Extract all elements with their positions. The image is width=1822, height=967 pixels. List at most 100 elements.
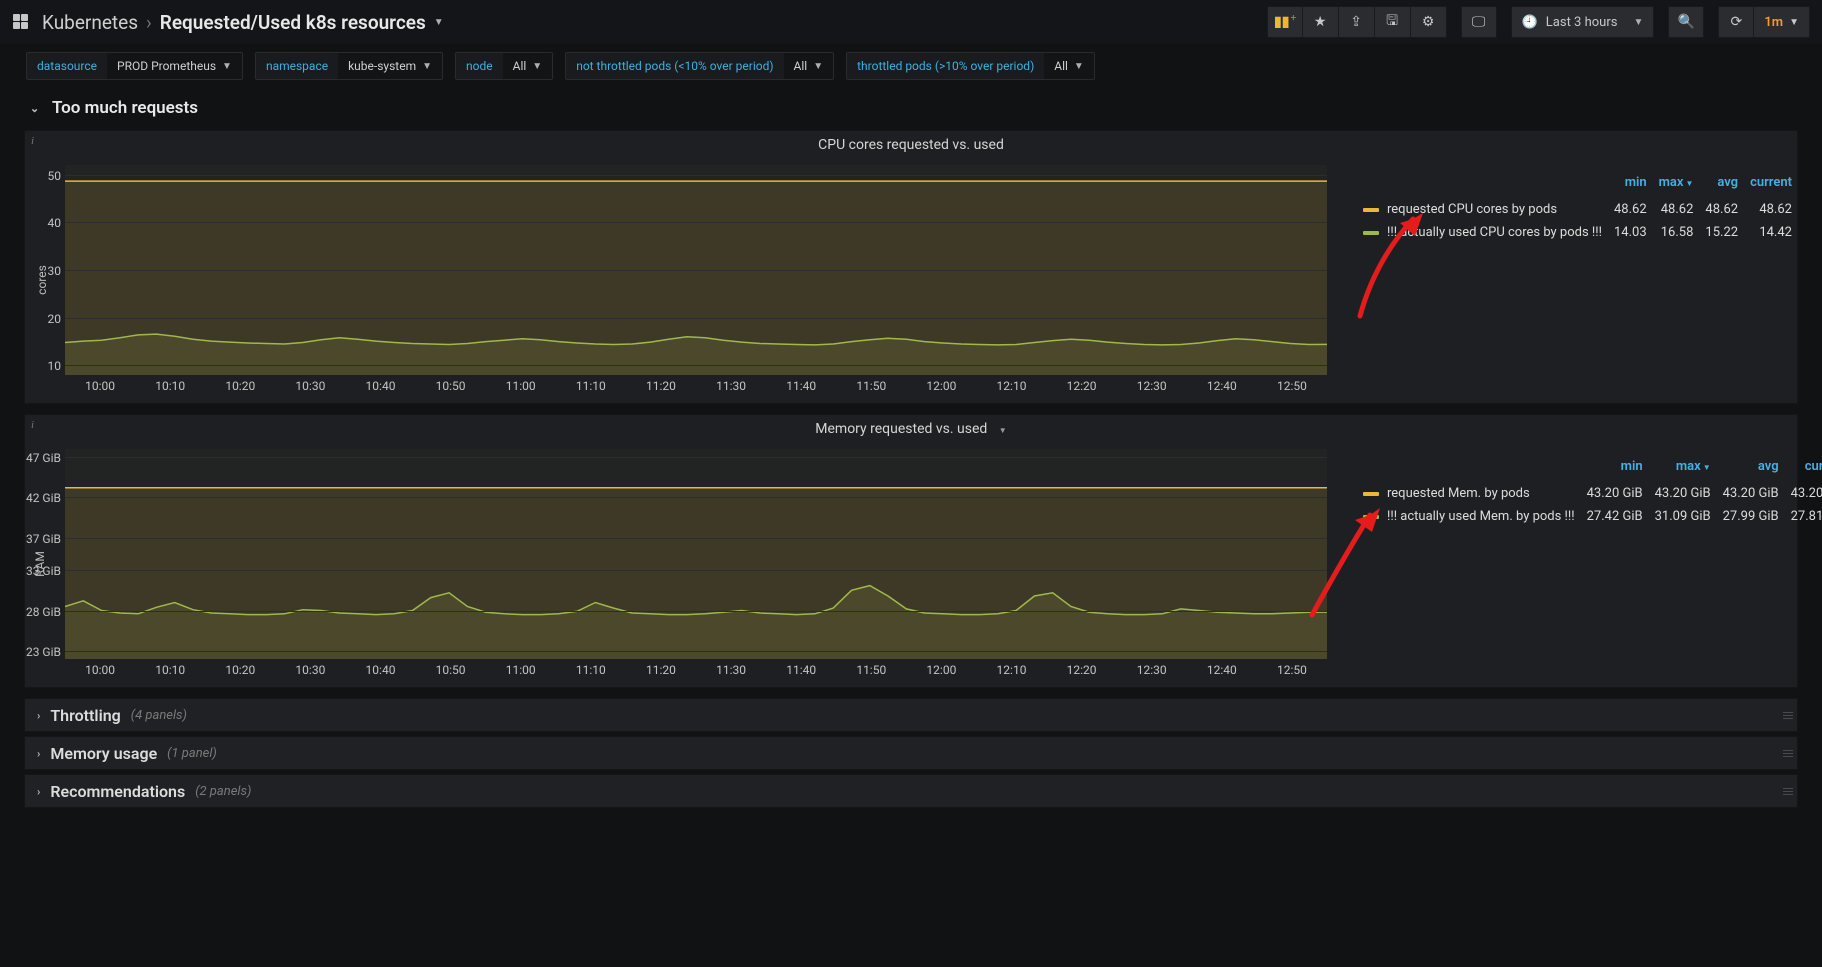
zoom-out-button[interactable]: 🔍 [1668,6,1704,38]
row-drag-handle[interactable] [1783,737,1793,769]
variable-label: datasource [27,53,107,79]
variable-value-picker[interactable]: PROD Prometheus▼ [107,53,242,79]
xtick-label: 10:20 [225,379,255,393]
settings-button[interactable]: ⚙ [1411,6,1447,38]
ytick-label: 50 [21,169,61,183]
legend-col-avg[interactable]: avg [1699,171,1744,198]
breadcrumb-sep: › [146,11,152,34]
ytick-label: 30 [21,264,61,278]
legend-row-used[interactable]: !!! actually used Mem. by pods !!!27.42 … [1357,505,1822,528]
dashboard-grid-icon[interactable] [12,13,30,31]
row-header-memory-usage[interactable]: ›Memory usage(1 panel) [24,736,1798,770]
time-caret-icon: ▼ [1633,17,1643,28]
row-drag-handle[interactable] [1783,775,1793,807]
row-header-recommendations[interactable]: ›Recommendations(2 panels) [24,774,1798,808]
row-panel-count: (4 panels) [131,708,187,723]
xtick-label: 11:00 [506,663,536,677]
legend-current: 48.62 [1744,198,1798,221]
xtick-label: 12:50 [1277,379,1307,393]
xtick-label: 11:00 [506,379,536,393]
legend-col-min[interactable]: min [1608,171,1653,198]
time-range-label: Last 3 hours [1546,15,1618,30]
page-title[interactable]: Requested/Used k8s resources [160,11,426,34]
xtick-label: 10:00 [85,663,115,677]
panel-title-cpu[interactable]: CPU cores requested vs. used [25,131,1797,157]
variable-label: not throttled pods (<10% over period) [566,53,783,79]
legend-row-requested[interactable]: requested Mem. by pods43.20 GiB43.20 GiB… [1357,482,1822,505]
title-caret-icon[interactable]: ▼ [434,17,444,28]
ytick-label: 10 [21,359,61,373]
legend-col-max[interactable]: max▼ [1653,171,1700,198]
ytick-label: 37 GiB [21,532,61,546]
variable-value-picker[interactable]: All▼ [784,53,834,79]
xtick-label: 11:40 [786,663,816,677]
legend-min: 48.62 [1608,198,1653,221]
xtick-label: 10:10 [155,379,185,393]
row-header-throttling[interactable]: ›Throttling(4 panels) [24,698,1798,732]
xtick-label: 12:10 [997,379,1027,393]
panel-memory: i Memory requested vs. used ▼ RAM 23 GiB… [24,414,1798,688]
legend-col-current[interactable]: current [1744,171,1798,198]
add-panel-button[interactable]: ▮▮+ [1267,6,1303,38]
xtick-label: 10:30 [295,379,325,393]
xtick-label: 12:40 [1207,663,1237,677]
breadcrumb-folder[interactable]: Kubernetes [42,11,138,34]
variable-label: throttled pods (>10% over period) [847,53,1044,79]
legend-series-name: !!! actually used Mem. by pods !!! [1387,509,1575,524]
legend-series-name: requested CPU cores by pods [1387,202,1557,217]
legend-col-min[interactable]: min [1581,455,1649,482]
legend-row-used[interactable]: !!! actually used CPU cores by pods !!!1… [1357,221,1798,244]
tv-mode-button[interactable]: 🖵 [1461,6,1497,38]
refresh-interval-picker[interactable]: 1m ▼ [1754,6,1810,38]
xtick-label: 11:20 [646,663,676,677]
variable-value-picker[interactable]: All▼ [503,53,553,79]
legend-current: 27.81 GiB [1785,505,1822,528]
row-drag-handle[interactable] [1783,699,1793,731]
variable-value-picker[interactable]: All▼ [1044,53,1094,79]
row-title: Too much requests [52,98,198,118]
xtick-label: 10:50 [436,663,466,677]
legend-col-avg[interactable]: avg [1717,455,1785,482]
top-nav: Kubernetes › Requested/Used k8s resource… [0,0,1822,44]
variable-bar: datasourcePROD Prometheus▼ namespacekube-… [0,44,1822,92]
ytick-label: 47 GiB [21,451,61,465]
time-range-picker[interactable]: 🕘 Last 3 hours ▼ [1511,6,1655,38]
ytick-label: 42 GiB [21,491,61,505]
legend-avg: 27.99 GiB [1717,505,1785,528]
save-button[interactable]: 🖫 [1375,6,1411,38]
legend-avg: 15.22 [1699,221,1744,244]
legend-row-requested[interactable]: requested CPU cores by pods48.6248.6248.… [1357,198,1798,221]
legend-max: 31.09 GiB [1649,505,1717,528]
variable-value-picker[interactable]: kube-system▼ [338,53,442,79]
xtick-label: 10:20 [225,663,255,677]
variable-label: node [456,53,503,79]
chevron-right-icon: › [37,709,40,722]
cpu-chart[interactable]: cores 1020304050 10:0010:1010:2010:3010:… [25,157,1335,403]
xtick-label: 10:30 [295,663,325,677]
row-panel-count: (1 panel) [167,746,217,761]
panel-menu-caret-icon[interactable]: ▼ [999,426,1007,435]
row-panel-count: (2 panels) [195,784,251,799]
memory-chart[interactable]: RAM 23 GiB28 GiB33 GiB37 GiB42 GiB47 GiB… [25,441,1335,687]
chevron-down-icon: ▼ [1074,61,1084,72]
variable-label: namespace [256,53,338,79]
star-button[interactable]: ★ [1303,6,1339,38]
variable-not-throttled-pods-10-over-period-: not throttled pods (<10% over period)All… [565,52,834,80]
row-header-too-much-requests[interactable]: ⌄ Too much requests [16,92,1806,126]
ytick-label: 20 [21,312,61,326]
legend-current: 43.20 GiB [1785,482,1822,505]
xtick-label: 10:40 [366,379,396,393]
ytick-label: 40 [21,216,61,230]
refresh-caret-icon: ▼ [1789,17,1799,28]
xtick-label: 11:30 [716,379,746,393]
xtick-label: 10:10 [155,663,185,677]
panel-title-memory[interactable]: Memory requested vs. used ▼ [25,415,1797,441]
variable-throttled-pods-10-over-period-: throttled pods (>10% over period)All▼ [846,52,1095,80]
refresh-button[interactable]: ⟳ [1718,6,1754,38]
legend-col-max[interactable]: max▼ [1649,455,1717,482]
xtick-label: 12:30 [1137,379,1167,393]
xtick-label: 12:30 [1137,663,1167,677]
legend-col-current[interactable]: current [1785,455,1822,482]
share-button[interactable]: ⇪ [1339,6,1375,38]
variable-namespace: namespacekube-system▼ [255,52,443,80]
